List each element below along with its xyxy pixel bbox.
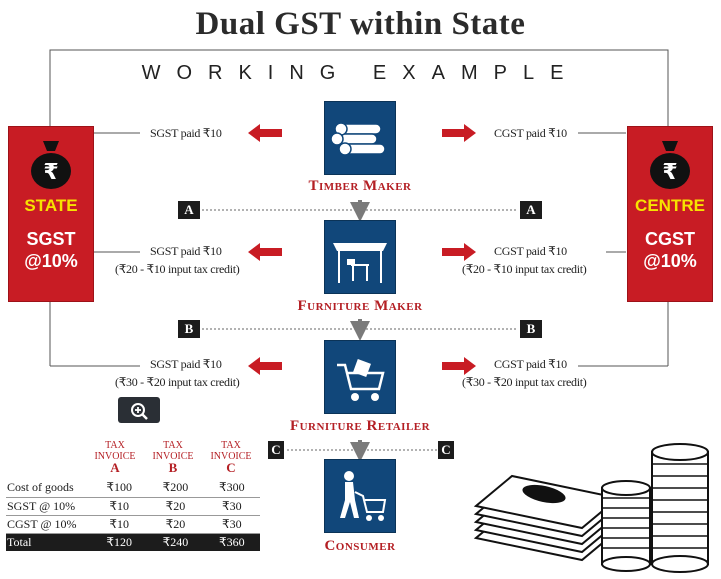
- step-furniture-retailer: Furniture Retailer: [289, 418, 431, 434]
- cell: ₹240: [162, 534, 189, 549]
- subtitle: WORKING EXAMPLE: [141, 62, 580, 84]
- row-label: CGST @ 10%: [7, 516, 77, 531]
- consumer-tile: [324, 459, 396, 533]
- cell: ₹200: [162, 480, 189, 495]
- cgst-paid-3: CGST paid ₹10: [494, 357, 567, 371]
- step-consumer: Consumer: [324, 538, 396, 554]
- state-tag: STATE: [24, 196, 78, 215]
- cell: ₹20: [165, 498, 186, 513]
- shopping-cart-icon: [337, 359, 385, 401]
- person-with-cart-icon: [340, 471, 387, 521]
- cell: ₹360: [218, 534, 245, 549]
- row-label: SGST @ 10%: [7, 498, 76, 513]
- cell: ₹10: [109, 516, 129, 531]
- table-row: Cost of goods ₹100 ₹200 ₹300: [6, 479, 260, 497]
- sgst-paid-3: SGST paid ₹10: [150, 357, 222, 371]
- timber-maker-tile: [324, 101, 396, 175]
- sgst-paid-1: SGST paid ₹10: [150, 126, 222, 140]
- cgst-credit-2: (₹20 - ₹10 input tax credit): [462, 262, 587, 276]
- sgst-credit-3: (₹30 - ₹20 input tax credit): [115, 375, 240, 389]
- zoom-in-icon: [131, 402, 148, 420]
- furniture-stall-icon: [333, 243, 387, 283]
- row-label: Total: [7, 534, 32, 549]
- rupee-moneybag-icon: ₹: [650, 141, 690, 189]
- invoice-col-a: TAX INVOICE A: [94, 440, 136, 475]
- marker-b-left: B: [178, 320, 200, 338]
- centre-box: ₹ CENTRE CGST @10%: [627, 126, 713, 302]
- marker-c-right: C: [438, 441, 454, 459]
- state-tax-rate: @10%: [24, 251, 78, 271]
- step-timber-maker: Timber Maker: [308, 178, 412, 194]
- state-tax-name: SGST: [26, 229, 76, 249]
- marker-b-right: B: [520, 320, 542, 338]
- state-box: ₹ STATE SGST @10%: [8, 126, 94, 302]
- furniture-retailer-tile: [324, 340, 396, 414]
- cgst-paid-1: CGST paid ₹10: [494, 126, 567, 140]
- marker-a-right: A: [520, 201, 542, 219]
- cgst-paid-2: CGST paid ₹10: [494, 244, 567, 258]
- svg-text:₹: ₹: [662, 160, 677, 185]
- furniture-maker-tile: [324, 220, 396, 294]
- row-label: Cost of goods: [7, 480, 74, 495]
- step-furniture-maker: Furniture Maker: [297, 298, 423, 314]
- table-row: CGST @ 10% ₹10 ₹20 ₹30: [6, 515, 260, 533]
- cell: ₹10: [109, 498, 129, 513]
- red-arrows: [248, 124, 476, 375]
- svg-text:₹: ₹: [43, 160, 58, 185]
- table-row-total: Total ₹120 ₹240 ₹360: [6, 533, 260, 551]
- rupee-moneybag-icon: ₹: [31, 141, 71, 189]
- invoice-header-row: TAX INVOICE A TAX INVOICE B TAX INVOICE C: [86, 440, 260, 475]
- marker-c-left: C: [268, 441, 284, 459]
- marker-a-left: A: [178, 201, 200, 219]
- cell: ₹30: [221, 498, 242, 513]
- centre-tax-rate: @10%: [643, 251, 697, 271]
- cell: ₹300: [218, 480, 245, 495]
- zoom-in-button[interactable]: [118, 397, 160, 423]
- table-row: SGST @ 10% ₹10 ₹20 ₹30: [6, 497, 260, 515]
- sgst-paid-2: SGST paid ₹10: [150, 244, 222, 258]
- invoice-col-c: TAX INVOICE C: [210, 440, 252, 475]
- invoice-table: TAX INVOICE A TAX INVOICE B TAX INVOICE C C…: [6, 440, 260, 551]
- cell: ₹100: [106, 480, 132, 495]
- cell: ₹120: [106, 534, 132, 549]
- timber-logs-icon: [330, 122, 386, 156]
- cell: ₹30: [221, 516, 242, 531]
- invoice-col-b: TAX INVOICE B: [152, 440, 194, 475]
- sgst-credit-2: (₹20 - ₹10 input tax credit): [115, 262, 240, 276]
- cell: ₹20: [165, 516, 186, 531]
- centre-tag: CENTRE: [635, 196, 705, 215]
- cgst-credit-3: (₹30 - ₹20 input tax credit): [462, 375, 587, 389]
- centre-tax-name: CGST: [644, 229, 695, 249]
- cash-and-coins-icon: [473, 443, 709, 573]
- page-title: Dual GST within State: [195, 6, 526, 42]
